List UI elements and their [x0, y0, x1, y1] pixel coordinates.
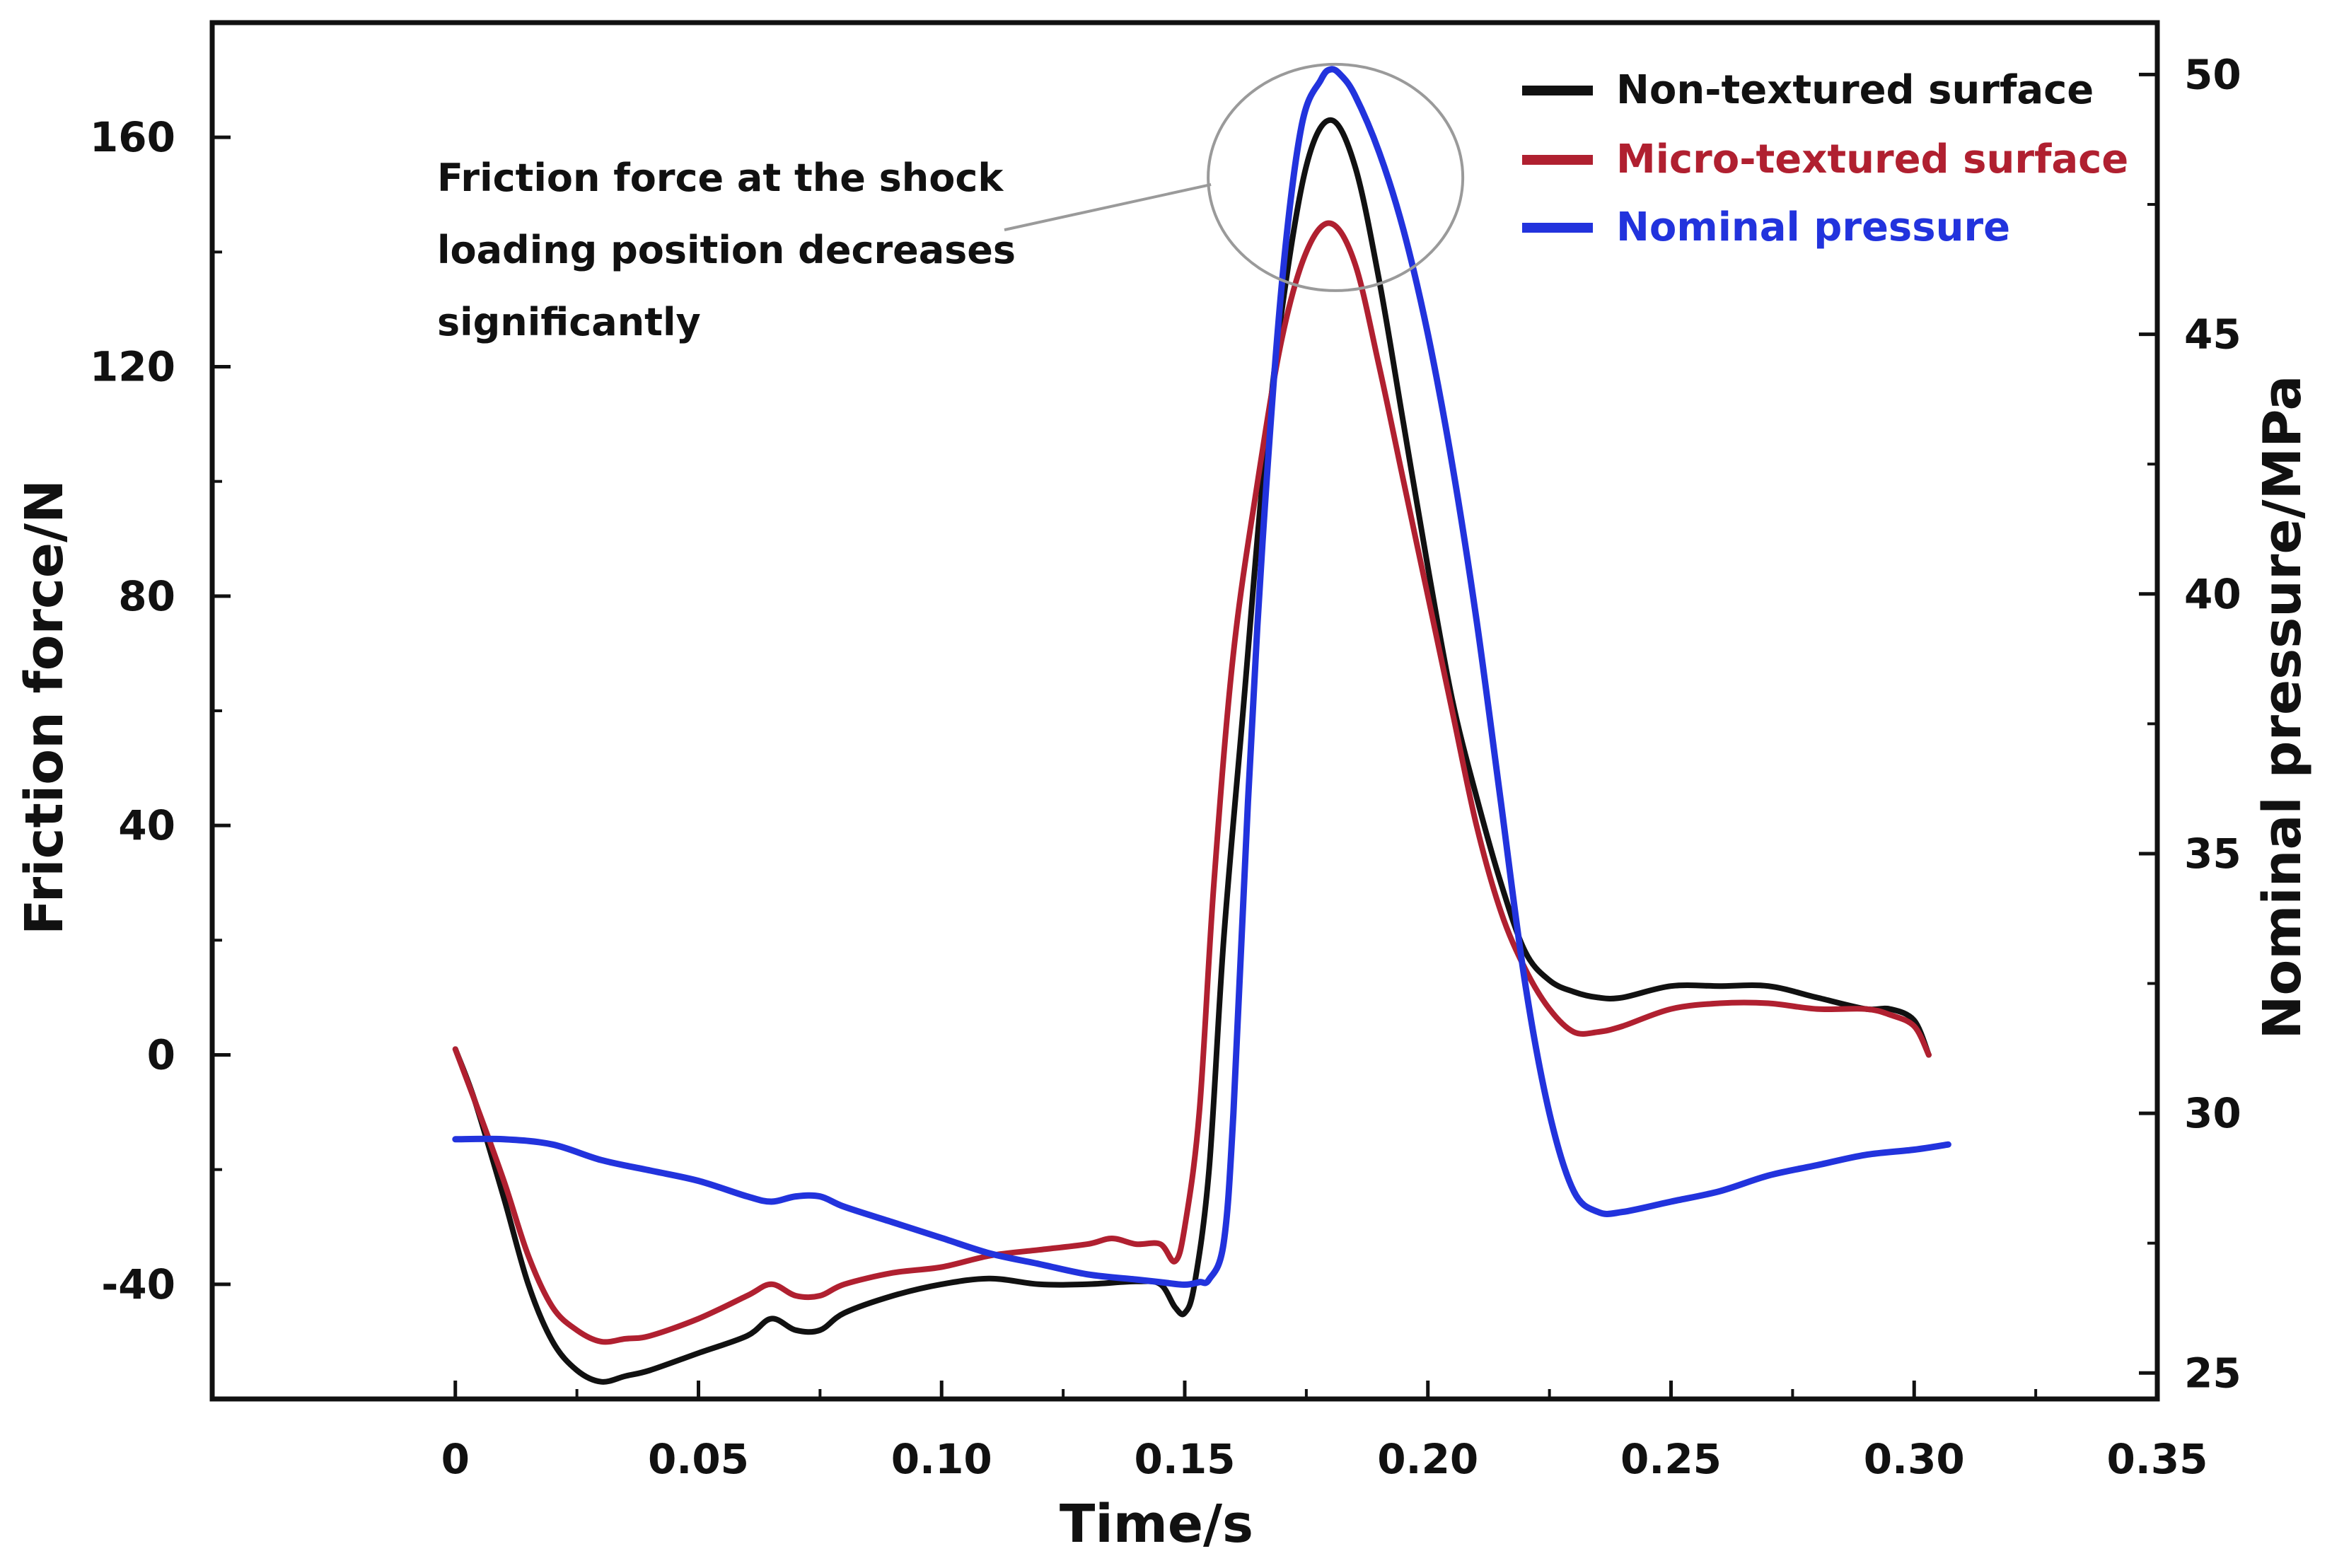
y-tick-label: 0 — [147, 1031, 175, 1079]
y2-tick-label: 30 — [2184, 1089, 2241, 1137]
x-tick-label: 0 — [441, 1435, 470, 1483]
y-tick-label: 160 — [90, 113, 175, 161]
annotation-line-1: Friction force at the shock — [437, 156, 1004, 200]
y-tick-label: -40 — [101, 1260, 175, 1308]
y-tick-label: 80 — [118, 572, 175, 620]
x-tick-label: 0.15 — [1134, 1435, 1235, 1483]
axis-ticks — [212, 72, 2159, 1399]
legend-label-non-textured: Non-textured surface — [1616, 67, 2094, 113]
annotation-circle — [1207, 62, 1465, 292]
y2-tick-label: 50 — [2184, 50, 2241, 98]
x-tick-label: 0.20 — [1377, 1435, 1478, 1483]
tick-labels: 0 0.05 0.10 0.15 0.20 0.25 0.30 0.35 -40 0 40 80 120… — [90, 50, 2241, 1483]
series-micro-textured-line — [452, 220, 1932, 1345]
y2-axis-title: Nominal pressure/MPa — [2252, 376, 2313, 1040]
x-axis-title: Time/s — [1060, 1494, 1253, 1555]
x-tick-label: 0.10 — [891, 1435, 992, 1483]
legend-label-micro-textured: Micro-textured surface — [1616, 137, 2128, 182]
series-nominal-pressure-line — [452, 66, 1951, 1288]
x-tick-label: 0.25 — [1620, 1435, 1722, 1483]
x-tick-label: 0.30 — [1864, 1435, 1965, 1483]
legend: Non-textured surface Micro-textured surf… — [1522, 67, 2128, 250]
legend-label-nominal-pressure: Nominal pressure — [1616, 204, 2010, 250]
annotation-line-2: loading position decreases — [437, 228, 1016, 272]
y-tick-label: 40 — [118, 801, 175, 849]
y2-tick-label: 25 — [2184, 1349, 2241, 1397]
series-layer — [452, 66, 1951, 1385]
y-tick-label: 120 — [90, 343, 175, 391]
y2-tick-label: 45 — [2184, 310, 2241, 359]
y-axis-title: Friction force/N — [14, 480, 75, 935]
annotation: Friction force at the shock loading posi… — [437, 62, 1465, 344]
series-non-textured-line — [452, 117, 1932, 1385]
y2-tick-label: 35 — [2184, 830, 2241, 878]
y2-tick-label: 40 — [2184, 570, 2241, 618]
annotation-line-3: significantly — [437, 300, 701, 344]
x-tick-label: 0.05 — [648, 1435, 749, 1483]
x-tick-label: 0.35 — [2106, 1435, 2208, 1483]
annotation-leader-line — [1004, 182, 1212, 231]
plot-frame — [209, 20, 2160, 1402]
